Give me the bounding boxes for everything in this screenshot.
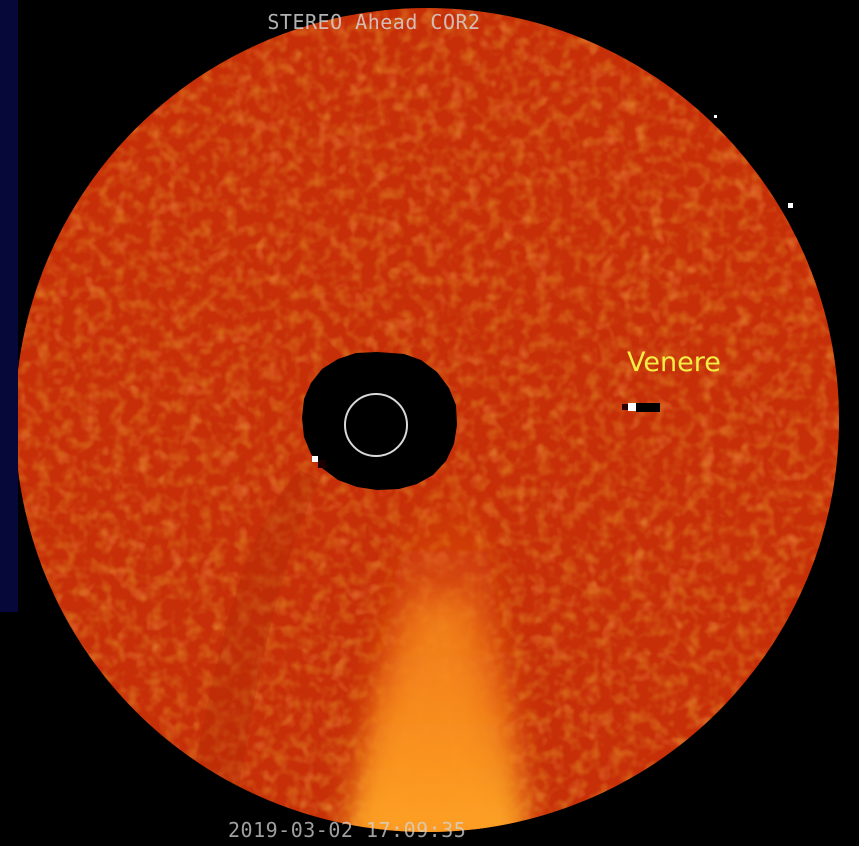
- faint-streamer: [180, 470, 320, 832]
- occulter-disk: [302, 352, 457, 490]
- observation-timestamp: 2019-03-02 17:09:35: [228, 818, 467, 842]
- occulter-artifacts: [312, 456, 326, 468]
- sun-outline: [344, 393, 408, 457]
- left-panel-strip: [0, 0, 18, 612]
- cme-plume-core: [360, 600, 495, 832]
- planet-label-venus: Venere: [627, 347, 721, 378]
- venus-marker: [622, 403, 660, 412]
- edge-artifacts: [714, 115, 793, 208]
- instrument-title: STEREO Ahead COR2: [267, 10, 481, 34]
